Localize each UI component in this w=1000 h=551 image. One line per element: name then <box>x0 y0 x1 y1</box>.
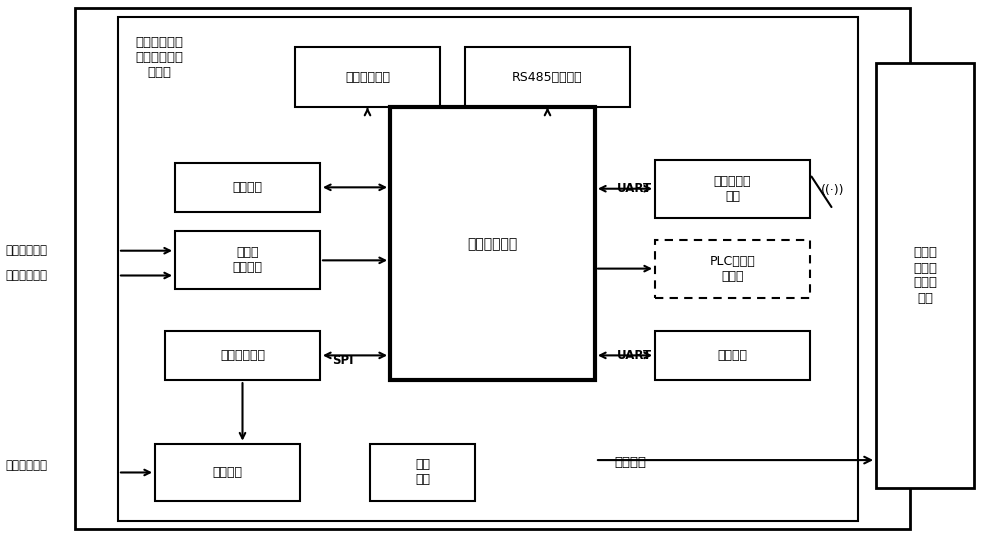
Text: 存储模块: 存储模块 <box>232 181 262 194</box>
Text: 红外模块: 红外模块 <box>718 349 748 362</box>
Text: PLC载波通
信模块: PLC载波通 信模块 <box>710 255 755 283</box>
Text: 电源
模块: 电源 模块 <box>415 458 430 487</box>
Text: 电能计量模块: 电能计量模块 <box>220 349 265 362</box>
Bar <box>155 444 300 501</box>
Bar <box>876 63 974 488</box>
Text: 控制命令: 控制命令 <box>614 456 646 469</box>
Text: SPI: SPI <box>332 354 354 368</box>
Text: UART: UART <box>617 349 652 362</box>
Text: 热工量
采集模块: 热工量 采集模块 <box>232 246 262 274</box>
Text: 实时环境信息: 实时环境信息 <box>5 269 47 282</box>
Text: 主控制器模块: 主控制器模块 <box>467 237 518 251</box>
Text: 液晶显示模块: 液晶显示模块 <box>345 71 390 84</box>
Bar <box>75 8 910 529</box>
Bar <box>390 107 595 380</box>
Text: 采样模块: 采样模块 <box>212 466 242 479</box>
Bar <box>655 160 810 218</box>
Bar <box>175 163 320 212</box>
Bar <box>370 444 475 501</box>
Bar <box>165 331 320 380</box>
Bar <box>295 47 440 107</box>
Text: ((·)): ((·)) <box>821 183 845 197</box>
Text: 实时热工参数: 实时热工参数 <box>5 244 47 257</box>
Text: 电力用
户侧用
电负荷
设备: 电力用 户侧用 电负荷 设备 <box>913 246 937 305</box>
Text: 基于需求响应
的能效间接监
控装置: 基于需求响应 的能效间接监 控装置 <box>135 36 183 79</box>
Text: UART: UART <box>617 182 652 195</box>
Bar <box>655 240 810 298</box>
Bar <box>118 17 858 521</box>
Text: RS485接口模块: RS485接口模块 <box>512 71 583 84</box>
Bar <box>465 47 630 107</box>
Bar <box>175 231 320 289</box>
Bar <box>655 331 810 380</box>
Text: 微功率无线
模块: 微功率无线 模块 <box>714 175 751 203</box>
Text: 实时电工参数: 实时电工参数 <box>5 459 47 472</box>
